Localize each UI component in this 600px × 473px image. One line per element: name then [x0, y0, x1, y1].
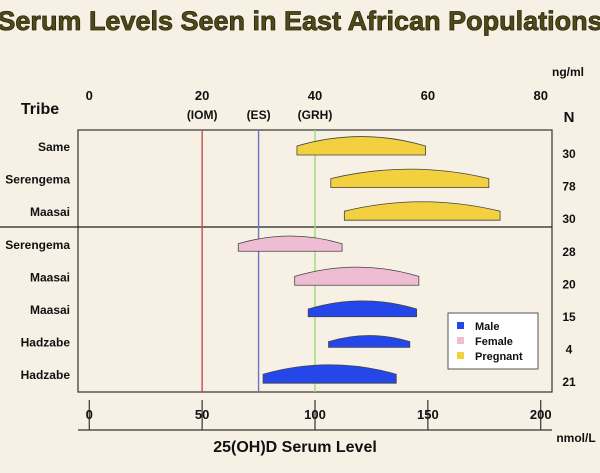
- x-tick-label: 200: [530, 407, 552, 422]
- n-column-label: N: [564, 109, 575, 126]
- tribe-label: Hadzabe: [21, 336, 71, 350]
- x-axis-title: 25(OH)D Serum Level: [213, 439, 377, 456]
- n-value: 28: [562, 245, 576, 259]
- range-bar: [262, 364, 397, 384]
- legend-label: Pregnant: [475, 351, 523, 363]
- x-tick-label: 150: [417, 407, 439, 422]
- range-bar: [294, 266, 420, 286]
- range-bar: [307, 300, 417, 318]
- x-tick-label: 100: [304, 407, 326, 422]
- range-bar: [343, 201, 501, 221]
- n-value: 30: [562, 147, 576, 161]
- tribe-label: Serengema: [5, 173, 70, 187]
- tribe-label: Maasai: [30, 303, 70, 317]
- legend-swatch: [457, 337, 464, 344]
- legend-swatch: [457, 352, 464, 359]
- top-axis-unit: ng/ml: [552, 65, 584, 79]
- reference-line-label: (ES): [247, 108, 271, 122]
- n-value: 78: [562, 180, 576, 194]
- tribe-axis-label: Tribe: [21, 101, 59, 118]
- top-tick-label: 40: [308, 88, 322, 103]
- n-value: 20: [562, 277, 576, 291]
- range-bar: [296, 136, 426, 156]
- tribe-label: Serengema: [5, 238, 70, 252]
- reference-line-label: (IOM): [187, 108, 218, 122]
- tribe-label: Hadzabe: [21, 368, 71, 382]
- range-bar: [328, 335, 411, 348]
- plot-area: (IOM) (ES) (GRH) 0 20 40 60 80 ng/ml 0 50 100 150 200…: [0, 65, 596, 456]
- chart-title: Serum Levels Seen in East African Popula…: [0, 6, 600, 36]
- top-tick-label: 20: [195, 88, 209, 103]
- tribe-label: Maasai: [30, 205, 70, 219]
- n-value: 21: [562, 375, 576, 389]
- tribe-label: Maasai: [30, 270, 70, 284]
- legend-label: Female: [475, 336, 513, 348]
- tribe-label: Same: [38, 140, 70, 154]
- legend-label: Male: [475, 321, 499, 333]
- range-bar: [237, 235, 343, 252]
- n-value: 4: [566, 343, 573, 357]
- top-tick-label: 60: [421, 88, 435, 103]
- n-value: 15: [562, 310, 576, 324]
- x-tick-label: 50: [195, 407, 209, 422]
- x-tick-label: 0: [86, 407, 93, 422]
- range-bar: [330, 168, 490, 188]
- top-tick-label: 80: [533, 88, 547, 103]
- legend-swatch: [457, 322, 464, 329]
- reference-line-label: (GRH): [298, 108, 333, 122]
- n-value: 30: [562, 212, 576, 226]
- bottom-axis-unit: nmol/L: [556, 431, 595, 445]
- top-tick-label: 0: [86, 88, 93, 103]
